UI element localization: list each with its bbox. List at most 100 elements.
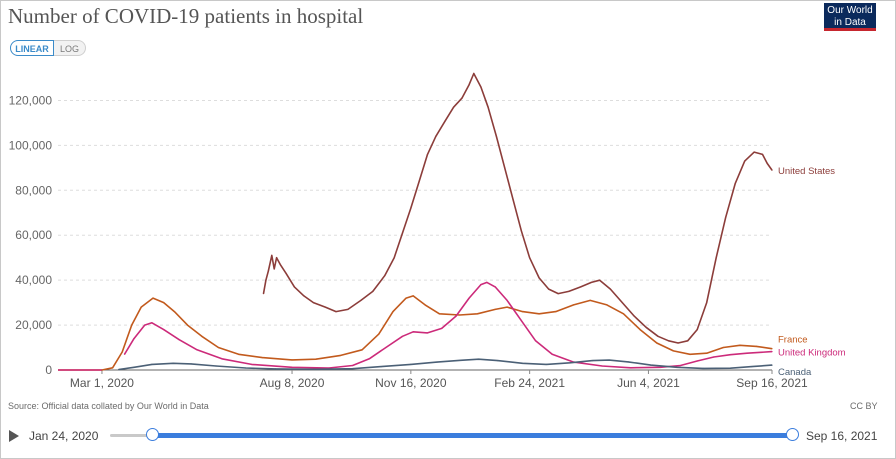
linear-scale-toggle[interactable]: LINEAR: [10, 40, 54, 56]
data-point: [627, 361, 629, 363]
data-point: [589, 299, 591, 301]
x-tick-label: Nov 16, 2020: [375, 376, 447, 390]
data-point: [722, 346, 724, 349]
data-point: [529, 257, 531, 259]
data-point: [361, 349, 363, 351]
data-point: [285, 272, 287, 274]
data-point: [215, 365, 217, 367]
data-point: [551, 353, 553, 355]
data-point: [739, 344, 741, 346]
owid-logo[interactable]: Our World in Data: [824, 3, 876, 31]
series-line-united-states[interactable]: [262, 72, 773, 344]
data-point: [274, 368, 276, 370]
data-point: [521, 311, 524, 313]
data-point: [172, 362, 174, 364]
data-point: [672, 350, 675, 352]
data-point: [761, 153, 764, 155]
data-point: [251, 363, 253, 365]
data-point: [650, 364, 652, 366]
data-point: [535, 340, 537, 342]
data-point: [291, 366, 293, 368]
data-point: [267, 270, 269, 272]
data-point: [238, 353, 240, 355]
data-point: [689, 353, 691, 355]
data-point: [438, 313, 440, 315]
timeline-end-date: Sep 16, 2021: [806, 429, 878, 443]
timeline-selected-range[interactable]: [152, 433, 792, 438]
data-point: [713, 356, 715, 358]
data-point: [426, 332, 429, 334]
data-point: [592, 360, 594, 362]
x-tick-label: Mar 1, 2020: [70, 376, 134, 390]
series-label[interactable]: United States: [778, 166, 835, 177]
data-point: [453, 106, 455, 108]
series-line-france[interactable]: [101, 295, 773, 371]
timeline-end-handle[interactable]: [786, 428, 799, 441]
data-point: [639, 329, 641, 331]
series-line-canada[interactable]: [118, 358, 773, 371]
data-point: [380, 366, 382, 368]
data-point: [520, 230, 522, 232]
data-point: [538, 277, 540, 279]
data-point: [271, 254, 273, 256]
data-point: [265, 279, 267, 281]
data-point: [279, 263, 281, 265]
data-point: [729, 367, 732, 369]
data-point: [656, 342, 658, 344]
license-link[interactable]: CC BY: [850, 401, 878, 411]
x-tick-label: Jun 4, 2021: [617, 376, 680, 390]
data-point: [340, 354, 342, 356]
data-point: [609, 288, 612, 290]
series-label[interactable]: United Kingdom: [778, 348, 846, 359]
data-point: [352, 368, 354, 370]
series-label[interactable]: Canada: [778, 367, 812, 378]
data-point: [190, 363, 192, 365]
play-icon[interactable]: [9, 430, 19, 442]
data-point: [486, 281, 488, 283]
data-point: [303, 295, 305, 297]
data-point: [676, 366, 678, 368]
data-point: [412, 295, 414, 297]
data-point: [133, 366, 135, 368]
data-point: [771, 348, 773, 350]
data-point: [696, 329, 698, 331]
data-point: [293, 286, 295, 288]
data-point: [657, 335, 659, 337]
data-point: [441, 327, 443, 329]
data-point: [163, 329, 165, 331]
data-point: [520, 320, 522, 322]
data-point: [480, 86, 482, 88]
y-tick-label: 80,000: [15, 183, 52, 197]
data-point: [608, 359, 610, 361]
data-point: [606, 304, 608, 306]
data-point: [751, 366, 753, 368]
data-point: [291, 359, 293, 361]
data-point: [245, 367, 247, 369]
x-tick-label: Sep 16, 2021: [736, 376, 808, 390]
data-point: [315, 368, 317, 370]
data-point: [746, 352, 748, 354]
data-point: [569, 362, 571, 364]
data-point: [495, 135, 497, 137]
data-point: [734, 183, 736, 185]
series-label[interactable]: France: [778, 335, 808, 346]
data-point: [494, 308, 496, 310]
data-point: [347, 308, 349, 310]
data-point: [151, 363, 153, 365]
data-point: [410, 207, 412, 209]
data-point: [645, 326, 647, 328]
data-point: [590, 281, 593, 283]
data-point: [360, 299, 362, 301]
data-point: [729, 354, 732, 356]
data-point: [538, 313, 540, 315]
data-point: [163, 302, 165, 304]
logo-line-1: Our World: [827, 5, 873, 16]
data-point: [426, 153, 429, 155]
y-tick-label: 40,000: [15, 273, 52, 287]
data-point: [677, 342, 679, 344]
data-point: [621, 302, 623, 304]
data-point: [504, 167, 506, 169]
timeline-start-handle[interactable]: [146, 428, 159, 441]
data-point: [201, 335, 203, 337]
log-scale-toggle[interactable]: LOG: [54, 40, 86, 56]
